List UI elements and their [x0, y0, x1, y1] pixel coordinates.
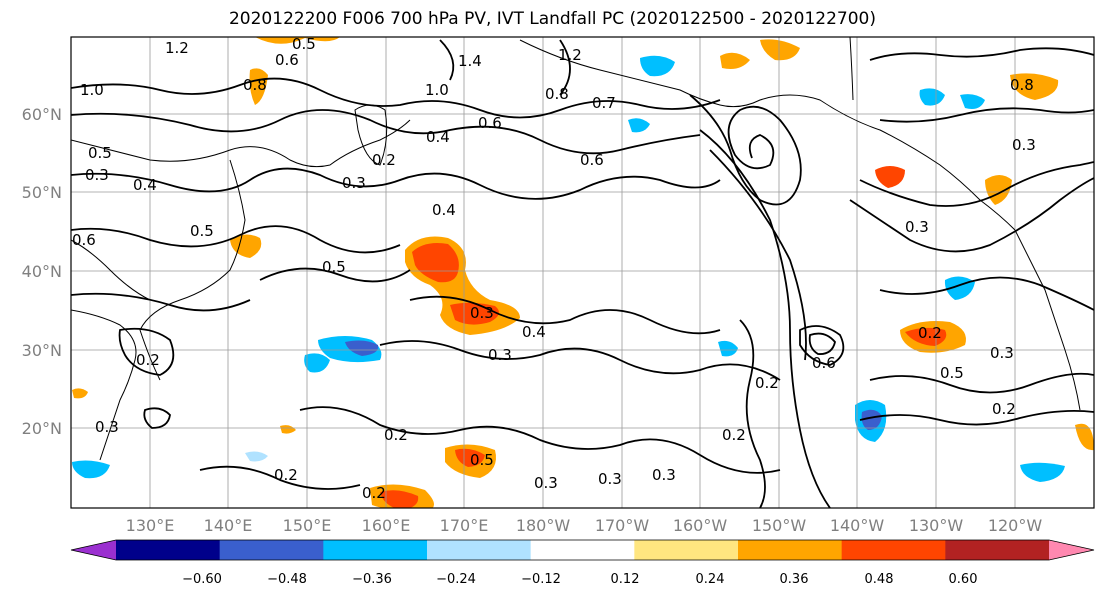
- colorbar: −0.60 −0.48 −0.36 −0.24 −0.12 0.12 0.24 …: [70, 539, 1095, 587]
- colorbar-segment: [323, 540, 428, 560]
- lat-label: 60°N: [22, 105, 62, 124]
- lat-label: 20°N: [22, 419, 62, 438]
- lat-label: 30°N: [22, 341, 62, 360]
- contour-label: 0.6: [812, 354, 836, 372]
- map-frame: [70, 36, 1095, 509]
- contour-label: 1.4: [458, 52, 482, 70]
- colorbar-segment: [634, 540, 739, 560]
- colorbar-tick-label: −0.60: [182, 572, 222, 587]
- colorbar-tick-label: −0.36: [352, 572, 392, 587]
- contour-label: 0.6: [478, 114, 502, 132]
- colorbar-extend-low: [71, 540, 116, 560]
- colorbar-tick-label: 0.60: [949, 572, 978, 587]
- lat-label: 50°N: [22, 183, 62, 202]
- colorbar-segment: [219, 540, 324, 560]
- contour-label: 0.5: [190, 222, 214, 240]
- contour-label: 0.3: [905, 218, 929, 236]
- contour-label: 0.3: [95, 418, 119, 436]
- lon-label: 170°W: [595, 516, 650, 535]
- contour-label: 0.4: [426, 128, 450, 146]
- contour-label: 0.6: [580, 151, 604, 169]
- lat-label: 40°N: [22, 262, 62, 281]
- contour-label: 0.3: [990, 344, 1014, 362]
- colorbar-segment: [841, 540, 946, 560]
- contour-label: 0.2: [384, 426, 408, 444]
- colorbar-segment: [530, 540, 635, 560]
- contour-label: 0.3: [534, 474, 558, 492]
- contour-label: 0.5: [292, 35, 316, 53]
- contour-label: 0.2: [136, 351, 160, 369]
- contour-label: 0.4: [432, 201, 456, 219]
- colorbar-segment: [427, 540, 532, 560]
- lon-label: 120°W: [988, 516, 1043, 535]
- contour-label: 0.2: [722, 426, 746, 444]
- contour-label: 0.3: [1012, 136, 1036, 154]
- colorbar-tick-label: −0.12: [521, 572, 561, 587]
- contour-label: 0.2: [755, 374, 779, 392]
- pv-anomaly-fill: [72, 37, 1094, 508]
- graticule: [71, 37, 1094, 508]
- colorbar-extend-high: [1049, 540, 1094, 560]
- colorbar-segment: [116, 540, 221, 560]
- colorbar-tick-label: 0.12: [611, 572, 640, 587]
- pv-contours: [71, 39, 1094, 508]
- map-plot-area: 1.2 0.5 0.6 1.4 1.0 1.2 0.8 1.0 0.8 0.7 …: [71, 35, 1094, 508]
- colorbar-tick-label: 0.24: [696, 572, 725, 587]
- contour-label: 0.4: [522, 323, 546, 341]
- contour-label: 0.8: [1010, 76, 1034, 94]
- lon-label: 150°W: [752, 516, 807, 535]
- contour-label: 0.3: [652, 466, 676, 484]
- map-title: 2020122200 F006 700 hPa PV, IVT Landfall…: [228, 9, 876, 29]
- contour-label: 0.7: [592, 94, 616, 112]
- contour-label: 0.3: [598, 470, 622, 488]
- lon-label: 160°E: [362, 516, 411, 535]
- contour-label: 0.3: [488, 346, 512, 364]
- lon-label: 140°E: [204, 516, 253, 535]
- lon-label: 130°E: [126, 516, 175, 535]
- contour-label: 0.2: [362, 484, 386, 502]
- colorbar-segment: [738, 540, 843, 560]
- contour-label: 0.2: [274, 466, 298, 484]
- contour-label: 0.3: [470, 304, 494, 322]
- contour-label: 0.2: [372, 151, 396, 169]
- lon-label: 140°W: [830, 516, 885, 535]
- contour-label: 1.2: [558, 46, 582, 64]
- contour-label: 1.0: [80, 81, 104, 99]
- contour-label: 0.5: [470, 451, 494, 469]
- contour-label: 0.3: [85, 166, 109, 184]
- lon-label: 130°W: [909, 516, 964, 535]
- contour-label: 0.5: [940, 364, 964, 382]
- contour-label: 0.5: [88, 144, 112, 162]
- colorbar-tick-label: −0.24: [436, 572, 476, 587]
- contour-label: 0.4: [133, 176, 157, 194]
- lon-label: 160°W: [673, 516, 728, 535]
- contour-label: 1.0: [425, 81, 449, 99]
- latitude-labels: 60°N 50°N 40°N 30°N 20°N: [22, 105, 62, 438]
- colorbar-tick-label: 0.48: [865, 572, 894, 587]
- contour-label: 0.6: [275, 51, 299, 69]
- lon-label: 170°E: [440, 516, 489, 535]
- contour-label: 1.2: [165, 39, 189, 57]
- lon-label: 150°E: [283, 516, 332, 535]
- colorbar-tick-label: −0.48: [267, 572, 307, 587]
- contour-label: 0.3: [342, 174, 366, 192]
- contour-label-group: 1.2 0.5 0.6 1.4 1.0 1.2 0.8 1.0 0.8 0.7 …: [72, 35, 1036, 502]
- lon-label: 180°W: [516, 516, 571, 535]
- contour-label: 0.2: [918, 324, 942, 342]
- longitude-labels: 130°E 140°E 150°E 160°E 170°E 180°W 170°…: [126, 516, 1043, 535]
- contour-label: 0.6: [72, 231, 96, 249]
- colorbar-segment: [945, 540, 1050, 560]
- contour-label: 0.8: [243, 76, 267, 94]
- contour-label: 0.2: [992, 400, 1016, 418]
- contour-label: 0.5: [322, 258, 346, 276]
- colorbar-tick-label: 0.36: [780, 572, 809, 587]
- contour-label: 0.8: [545, 85, 569, 103]
